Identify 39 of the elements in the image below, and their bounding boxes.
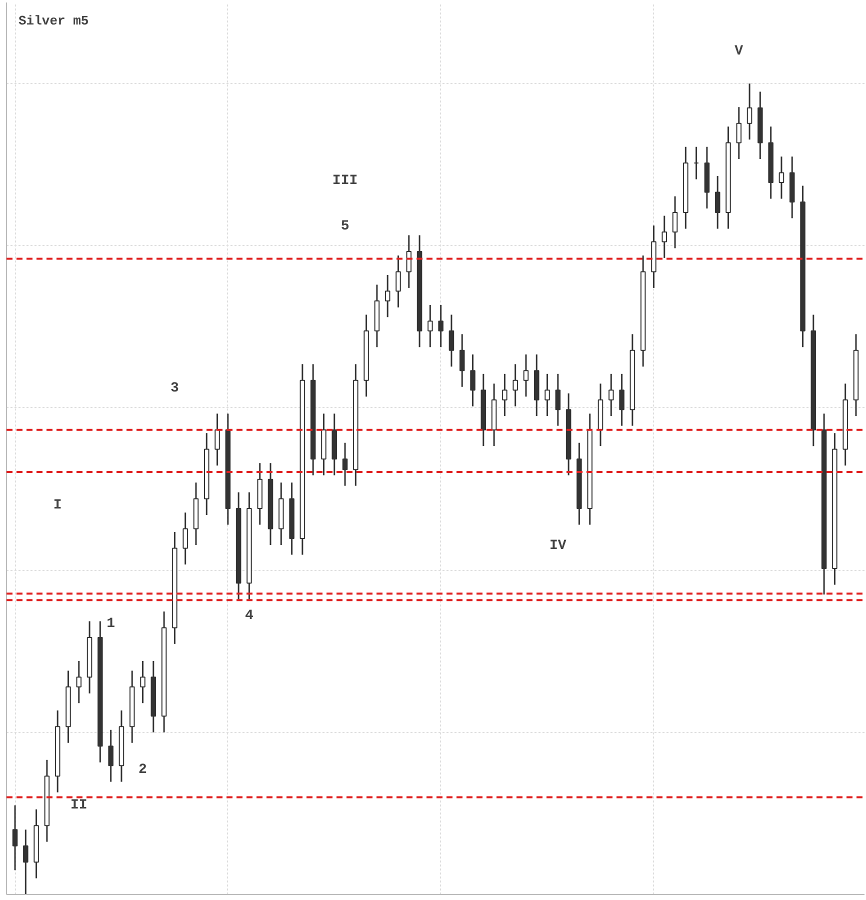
candlestick [502, 373, 508, 417]
candlestick [384, 274, 390, 318]
annotation: 4 [245, 608, 254, 624]
candlestick [459, 333, 465, 388]
candlestick [523, 354, 529, 398]
annotation: 5 [340, 218, 350, 235]
candlestick [714, 175, 720, 230]
candlestick [619, 373, 624, 427]
candlestick [108, 729, 114, 783]
annotation: 2 [138, 762, 147, 778]
text: V [734, 43, 744, 60]
candlestick [778, 156, 784, 200]
annotation: III [332, 173, 358, 190]
candlestick [512, 363, 518, 408]
candlestick [342, 442, 348, 487]
candlestick [76, 660, 82, 704]
annotation: 3 [170, 380, 179, 397]
candlestick [746, 82, 752, 140]
candlestick [672, 196, 678, 249]
candlestick [608, 373, 614, 417]
candlestick [140, 660, 146, 704]
candlestick [396, 254, 401, 308]
chart-title: Silver m5 [18, 14, 89, 28]
candlestick [736, 106, 742, 160]
candlestick [438, 304, 444, 348]
candlestick [448, 314, 454, 368]
candlestick [544, 373, 550, 417]
candlestick [12, 804, 18, 871]
candlestick [182, 512, 188, 566]
annotation: IV [550, 538, 567, 554]
candlestick [23, 828, 28, 894]
candlestick [662, 215, 667, 259]
candlestick [555, 373, 561, 427]
annotation: II [70, 797, 88, 814]
candlestick [428, 304, 433, 348]
annotation: 1 [106, 616, 116, 632]
annotation: I [53, 497, 62, 514]
candlestick [470, 354, 476, 408]
candlestick [214, 412, 220, 466]
